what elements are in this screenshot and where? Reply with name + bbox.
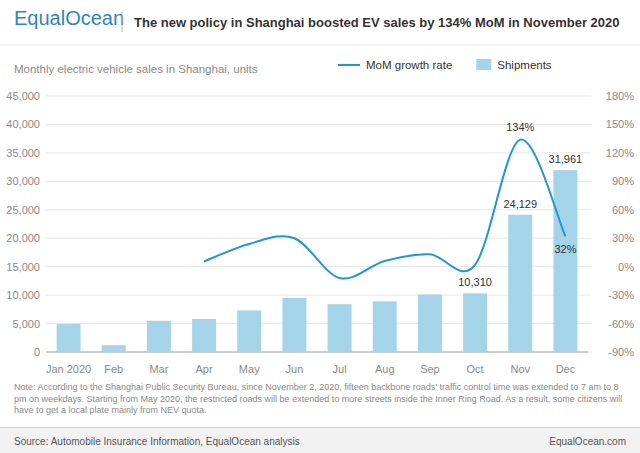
grid-line <box>46 323 588 324</box>
bar <box>102 345 126 352</box>
y2-tick <box>588 295 591 296</box>
legend-swatch <box>476 59 491 70</box>
website: EqualOcean.com <box>549 436 626 447</box>
grid-line <box>46 295 588 296</box>
x-tick-label: Sep <box>420 363 440 375</box>
grid-line <box>46 181 588 182</box>
y2-tick <box>588 96 591 97</box>
y2-tick-label: 120% <box>606 147 634 159</box>
y2-tick <box>588 124 591 125</box>
source: Source: Automobile Insurance Information… <box>14 436 300 447</box>
grid-line <box>46 238 588 239</box>
footer-band <box>0 428 640 453</box>
y-tick-label: 45,000 <box>6 90 40 102</box>
y-axis <box>46 96 47 352</box>
y-tick-label: 30,000 <box>6 175 40 187</box>
legend-label: MoM growth rate <box>366 59 452 71</box>
bar <box>553 170 577 352</box>
y-tick-label: 35,000 <box>6 147 40 159</box>
y-tick-label: 15,000 <box>6 261 40 273</box>
x-tick-label: Jul <box>333 363 347 375</box>
chart: EqualOcean The new policy in Shanghai boo… <box>0 0 640 453</box>
bar-label: 31,961 <box>549 153 583 165</box>
y2-tick-label: -60% <box>608 318 634 330</box>
grid-line <box>46 152 588 153</box>
y2-tick-label: 30% <box>612 232 634 244</box>
y2-tick-label: -30% <box>608 289 634 301</box>
y2-tick-label: 90% <box>612 175 634 187</box>
axis-baseline <box>46 352 588 353</box>
x-tick-label: Feb <box>104 363 123 375</box>
line-label: 134% <box>506 121 534 133</box>
y2-tick <box>588 152 591 153</box>
y2-tick <box>588 209 591 210</box>
y2-tick <box>588 323 591 324</box>
bar-label: 10,310 <box>458 276 492 288</box>
y-tick-label: 40,000 <box>6 118 40 130</box>
header-rule <box>0 45 640 46</box>
x-tick-label: May <box>239 363 260 375</box>
bar <box>192 319 216 352</box>
bar <box>328 304 352 352</box>
grid-line <box>46 266 588 267</box>
line-label: 32% <box>554 243 576 255</box>
bar <box>508 215 532 352</box>
data-labels: 10,310 24,129 31,961 134% 32% <box>458 121 582 289</box>
y2-tick-label: 150% <box>606 118 634 130</box>
bar <box>237 310 261 352</box>
grid-line <box>46 96 588 97</box>
x-tick-label: Apr <box>196 363 213 375</box>
logo: EqualOcean <box>14 7 124 29</box>
bar <box>57 324 81 352</box>
x-tick-label: Oct <box>467 363 484 375</box>
y-tick-label: 10,000 <box>6 289 40 301</box>
bar <box>373 301 397 352</box>
line <box>204 139 565 278</box>
footer-rule <box>0 427 640 428</box>
header-divider <box>122 12 123 32</box>
y2-tick <box>588 238 591 239</box>
y2-tick <box>588 181 591 182</box>
bar <box>282 298 306 352</box>
x-tick-label: Jun <box>286 363 304 375</box>
plot-area <box>57 139 578 352</box>
x-tick-label: Jan 2020 <box>46 363 91 375</box>
y2-tick <box>588 266 591 267</box>
title: The new policy in Shanghai boosted EV sa… <box>134 15 619 30</box>
bar <box>418 295 442 352</box>
subtitle: Monthly electric vehicle sales in Shangh… <box>14 63 258 75</box>
y2-tick-label: 0% <box>618 261 634 273</box>
y-tick-label: 5,000 <box>12 318 40 330</box>
y2-tick-label: 180% <box>606 90 634 102</box>
bar <box>463 293 487 352</box>
x-tick-label: Aug <box>375 363 395 375</box>
y-tick-label: 0 <box>34 346 40 358</box>
y-tick-label: 25,000 <box>6 204 40 216</box>
x-tick-label: Nov <box>510 363 530 375</box>
note: Note: According to the Shanghai Public S… <box>14 382 626 417</box>
bar-label: 24,129 <box>503 198 537 210</box>
y-tick-label: 20,000 <box>6 232 40 244</box>
x-tick-label: Mar <box>149 363 168 375</box>
y2-tick-label: 60% <box>612 204 634 216</box>
x-tick-label: Dec <box>556 363 576 375</box>
legend-line <box>338 64 360 66</box>
legend-label: Shipments <box>497 59 552 71</box>
y2-tick <box>588 352 591 353</box>
bar <box>147 321 171 352</box>
y2-tick-label: -90% <box>608 346 634 358</box>
